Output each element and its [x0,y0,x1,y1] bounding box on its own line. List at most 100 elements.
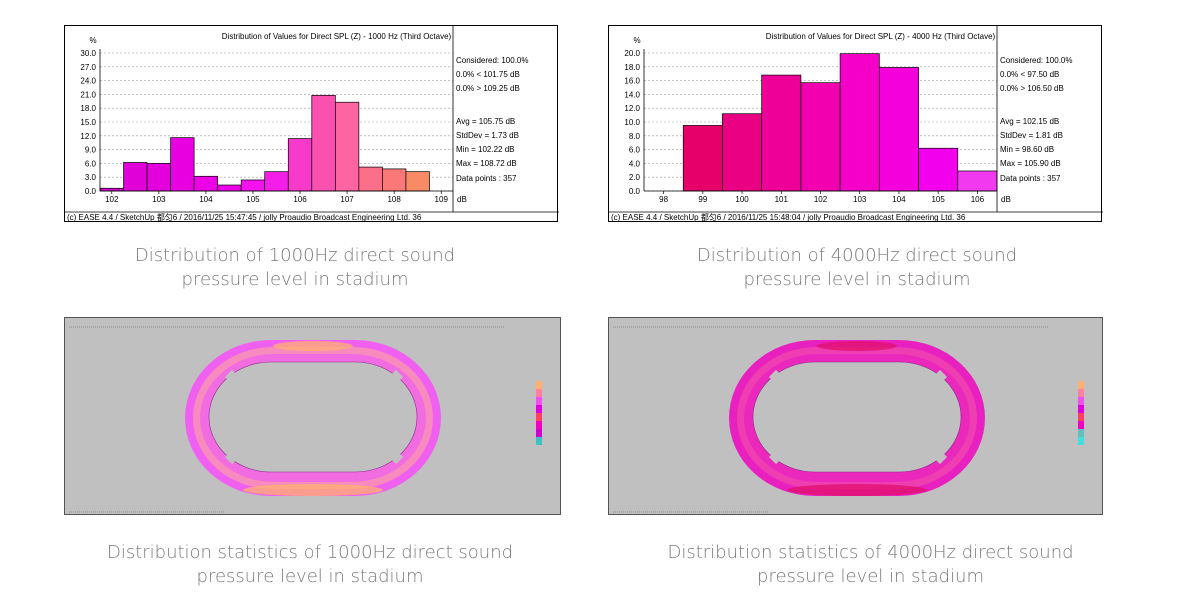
stadium-map-4000hz [608,317,1103,515]
y-tick-label: 20.0 [624,49,640,58]
histogram-4000hz-chart: Distribution of Values for Direct SPL (Z… [609,26,1103,222]
histogram-bar [918,147,959,192]
x-tick-label: 100 [735,195,749,204]
histogram-bar [99,187,124,192]
stadium-map-1000hz-graphic [65,318,560,514]
histogram-bar [358,166,383,192]
chart-title: Distribution of Values for Direct SPL (Z… [222,32,452,41]
stats-line: StdDev = 1.73 dB [456,131,519,140]
spl-hotspot-south [787,484,927,496]
stand-gap [224,449,240,465]
caption-line-1: Distribution of 4000Hz direct sound [696,245,1018,266]
x-tick-label: 103 [152,195,166,204]
y-axis-label: % [633,36,640,45]
x-tick-label: 109 [435,195,449,204]
stand-gap [224,369,240,385]
caption-map-4000hz: Distribution statistics of 4000Hz direct… [622,541,1119,589]
histogram-bar [839,53,880,192]
histogram-bar [957,170,998,192]
caption-map-1000hz: Distribution statistics of 1000Hz direct… [64,541,556,589]
y-tick-label: 9.0 [85,146,97,155]
color-legend-swatch [1078,397,1084,405]
x-tick-label: 104 [892,195,906,204]
stats-line: Considered: 100.0% [1000,56,1073,65]
stand-gap [932,369,948,385]
color-legend-swatch [536,381,542,389]
histogram-bar [264,171,289,192]
histogram-bar [334,101,360,192]
x-tick-label: 107 [340,195,354,204]
y-tick-label: 14.0 [624,90,640,99]
y-tick-label: 3.0 [85,173,97,182]
stats-line: Min = 98.60 dB [1000,145,1054,154]
stats-line: 0.0% > 106.50 dB [1000,84,1064,93]
x-axis-label: dB [457,195,467,204]
color-legend-swatch [536,397,542,405]
stats-line: Data points : 357 [456,174,517,183]
caption-line-2: pressure level in stadium [196,566,424,587]
caption-line-2: pressure level in stadium [757,566,984,587]
x-tick-label: 98 [659,195,668,204]
y-tick-label: 12.0 [80,132,96,141]
x-axis-label: dB [1001,195,1011,204]
histogram-bar [193,175,219,192]
y-tick-label: 18.0 [80,104,96,113]
stand-gap [932,449,948,465]
color-legend-swatch [536,421,542,429]
color-legend-swatch [536,405,542,413]
x-tick-label: 104 [199,195,213,204]
stand-gap [768,369,784,385]
y-tick-label: 21.0 [80,90,96,99]
histogram-1000hz-panel: Distribution of Values for Direct SPL (Z… [64,25,559,222]
y-tick-label: 4.0 [629,159,641,168]
y-tick-label: 27.0 [80,63,96,72]
x-tick-label: 99 [698,195,707,204]
stats-line: 0.0% < 97.50 dB [1000,70,1059,79]
color-legend-swatch [536,437,542,445]
y-tick-label: 8.0 [629,132,641,141]
x-tick-label: 106 [971,195,985,204]
y-tick-label: 12.0 [624,104,640,113]
stats-line: Max = 105.90 dB [1000,159,1061,168]
caption-histogram-4000hz: Distribution of 4000Hz direct sound pres… [626,244,1088,292]
y-tick-label: 0.0 [629,187,641,196]
stats-line: Considered: 100.0% [456,56,529,65]
footer-text: (c) EASE 4.4 / SketchUp 都匀6 / 2016/11/25… [67,212,422,222]
caption-histogram-1000hz: Distribution of 1000Hz direct sound pres… [64,244,526,292]
stats-line: Avg = 105.75 dB [456,117,515,126]
stand-gap [388,369,404,385]
x-tick-label: 102 [814,195,828,204]
stand-gap [388,449,404,465]
histogram-4000hz-panel: Distribution of Values for Direct SPL (Z… [608,25,1103,222]
histogram-1000hz-chart: Distribution of Values for Direct SPL (Z… [65,26,559,222]
y-tick-label: 10.0 [624,118,640,127]
y-tick-label: 6.0 [85,159,97,168]
stadium-map-4000hz-graphic [609,318,1102,514]
histogram-bar [682,125,723,192]
y-tick-label: 18.0 [624,63,640,72]
stats-line: Min = 102.22 dB [456,145,514,154]
y-tick-label: 30.0 [80,49,96,58]
stadium-field [752,361,962,473]
chart-title: Distribution of Values for Direct SPL (Z… [766,32,996,41]
histogram-bar [217,184,242,192]
x-tick-label: 108 [387,195,401,204]
histogram-bar [170,137,195,192]
color-legend-swatch [536,389,542,397]
y-axis-label: % [89,36,96,45]
color-legend-swatch [1078,429,1084,437]
histogram-bar [240,179,266,192]
stats-line: Max = 108.72 dB [456,159,517,168]
caption-line-2: pressure level in stadium [181,269,409,290]
histogram-bar [311,94,336,192]
y-tick-label: 16.0 [624,77,640,86]
x-tick-label: 101 [775,195,789,204]
caption-line-1: Distribution of 1000Hz direct sound [134,245,456,266]
spl-hotspot-south [243,484,383,496]
stand-gap [768,449,784,465]
histogram-bar [405,171,430,192]
caption-line-2: pressure level in stadium [743,269,971,290]
histogram-bar [761,74,802,192]
x-tick-label: 102 [105,195,119,204]
histogram-bar [146,163,171,192]
